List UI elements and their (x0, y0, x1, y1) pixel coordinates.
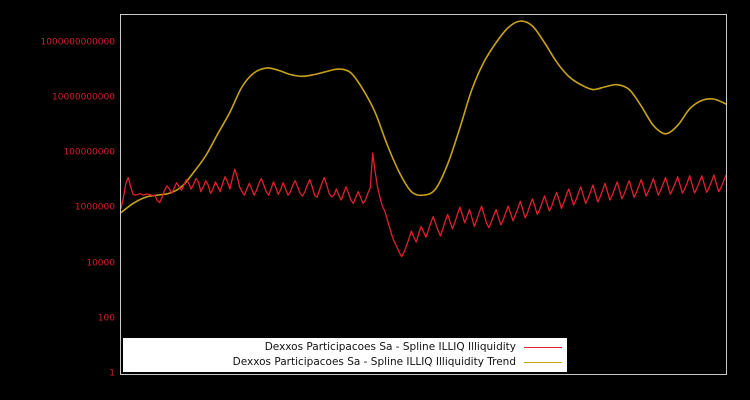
chart-legend[interactable]: Dexxos Participacoes Sa - Spline ILLIQ I… (123, 338, 567, 372)
legend-label-illiquidity: Dexxos Participacoes Sa - Spline ILLIQ I… (264, 341, 516, 353)
legend-swatch-trend (524, 362, 562, 363)
series-line-trend (121, 20, 726, 214)
series-line-illiquidity (121, 152, 726, 258)
legend-label-trend: Dexxos Participacoes Sa - Spline ILLIQ I… (232, 356, 516, 368)
y-tick-label-4: 10000 (86, 258, 115, 269)
y-tick-label-3: 1000000 (74, 202, 115, 213)
legend-entry-illiquidity[interactable]: Dexxos Participacoes Sa - Spline ILLIQ I… (124, 340, 566, 355)
legend-entry-trend[interactable]: Dexxos Participacoes Sa - Spline ILLIQ I… (124, 355, 566, 370)
y-tick-label-0: 1000000000000 (40, 37, 115, 48)
y-tick-label-5: 100 (97, 313, 115, 324)
y-tick-label-2: 100000000 (63, 147, 115, 158)
y-tick-label-6: 1 (109, 368, 115, 379)
series-group (121, 20, 726, 258)
legend-swatch-illiquidity (524, 347, 562, 348)
y-tick-label-1: 10000000000 (52, 92, 115, 103)
